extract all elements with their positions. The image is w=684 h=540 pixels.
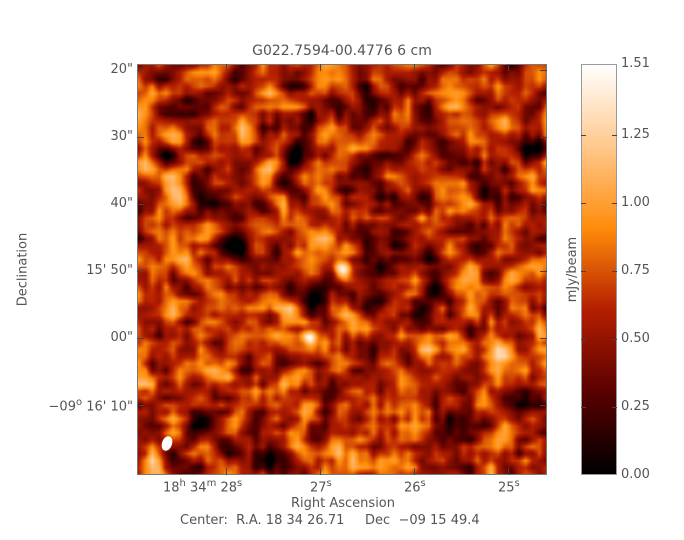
x-tick [226,468,227,475]
y-tick-label: 15' 50" [86,263,133,278]
x-tick-label: 26s [404,478,426,496]
colorbar-tick-label: 0.25 [621,398,650,414]
x-axis-label: Right Ascension [291,496,395,511]
y-tick [540,271,547,272]
y-tick [540,137,547,138]
colorbar-tick-label: 0.00 [621,467,650,482]
colorbar-tick [612,202,617,204]
x-tick [320,468,321,475]
x-tick [414,64,415,71]
colorbar-tick [581,270,586,272]
y-tick [137,137,144,138]
y-tick [137,70,144,71]
colorbar-tick [612,406,617,408]
y-tick-label: −09o 16' 10" [48,397,133,415]
center-coordinates: Center: R.A. 18 34 26.71 Dec −09 15 49.4 [180,513,480,528]
y-tick [137,338,144,339]
y-tick-label: 00" [110,330,133,345]
colorbar-label: mJy/beam [565,236,581,303]
y-tick-label: 40" [110,196,133,211]
x-tick [414,468,415,475]
colorbar-tick [581,338,586,340]
colorbar-tick [612,270,617,272]
x-tick [320,64,321,71]
y-tick [540,204,547,205]
colorbar-tick-label: 0.75 [621,262,650,278]
colorbar-tick [612,134,617,136]
colorbar-tick-label: 0.50 [621,330,650,346]
y-tick [137,271,144,272]
colorbar-tick-label: 1.00 [621,194,650,210]
x-tick [226,64,227,71]
chart-title: G022.7594-00.4776 6 cm [252,43,432,59]
y-tick [137,405,144,406]
colorbar [581,64,617,475]
y-tick [137,204,144,205]
x-tick-label: 27s [310,478,332,496]
x-tick-label: 25s [498,478,520,496]
colorbar-tick-label: 1.25 [621,126,650,142]
y-tick [540,338,547,339]
intensity-map [137,64,547,475]
colorbar-tick [581,134,586,136]
colorbar-tick [612,338,617,340]
colorbar-tick [581,202,586,204]
x-tick-label: 18h 34m 28s [163,478,243,496]
x-tick [508,468,509,475]
y-tick-label: 20" [110,62,133,77]
colorbar-tick-label: 1.51 [621,56,650,71]
y-tick-label: 30" [110,129,133,144]
y-tick [540,405,547,406]
colorbar-tick [581,406,586,408]
x-tick [508,64,509,71]
y-tick [540,70,547,71]
y-axis-label: Declination [15,232,31,307]
